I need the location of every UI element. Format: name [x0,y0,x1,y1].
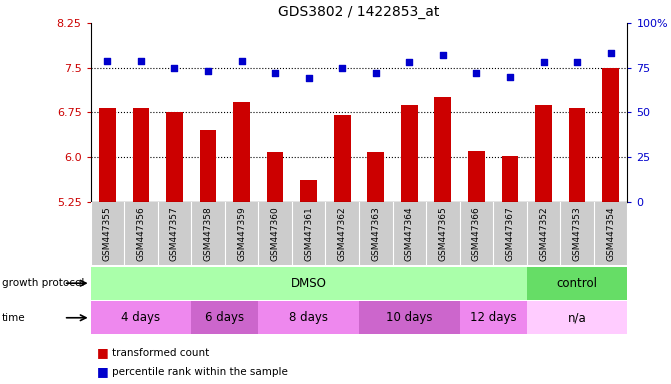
Text: growth protocol: growth protocol [2,278,85,288]
Text: percentile rank within the sample: percentile rank within the sample [112,367,288,377]
Text: 6 days: 6 days [205,311,244,324]
Text: GSM447357: GSM447357 [170,207,179,262]
Bar [359,301,460,334]
Point [203,68,213,74]
Point [337,65,348,71]
Bar [99,108,116,202]
Bar [535,105,552,202]
Bar [501,156,518,202]
Text: GSM447352: GSM447352 [539,207,548,261]
Text: DMSO: DMSO [291,277,327,290]
Point [370,70,381,76]
Text: GSM447356: GSM447356 [136,207,146,262]
Text: GSM447358: GSM447358 [203,207,213,262]
Bar [368,152,384,202]
Bar [200,130,216,202]
Text: GSM447355: GSM447355 [103,207,112,262]
Text: GSM447362: GSM447362 [338,207,347,261]
Text: control: control [556,277,598,290]
Text: 12 days: 12 days [470,311,517,324]
Point [404,59,415,65]
Point [572,59,582,65]
Text: GSM447367: GSM447367 [505,207,515,262]
Text: GSM447359: GSM447359 [237,207,246,262]
Bar [468,151,484,202]
Text: 4 days: 4 days [121,311,160,324]
Text: ■: ■ [97,346,113,359]
Point [270,70,280,76]
Bar [266,152,283,202]
Point [136,58,146,64]
Text: GSM447353: GSM447353 [572,207,582,262]
Text: 10 days: 10 days [386,311,433,324]
Bar [435,98,451,202]
Bar [334,115,350,202]
Bar [91,267,527,300]
Point [471,70,482,76]
Bar [603,68,619,202]
Bar [91,301,191,334]
Title: GDS3802 / 1422853_at: GDS3802 / 1422853_at [278,5,440,19]
Bar [258,301,359,334]
Text: GSM447366: GSM447366 [472,207,481,262]
Text: transformed count: transformed count [112,348,209,358]
Bar [460,301,527,334]
Bar [133,108,150,202]
Point [605,50,616,56]
Bar [527,301,627,334]
Point [303,75,314,81]
Point [538,59,549,65]
Text: 8 days: 8 days [289,311,328,324]
Text: GSM447360: GSM447360 [270,207,280,262]
Point [236,58,247,64]
Bar [191,301,258,334]
Bar [568,108,585,202]
Text: GSM447354: GSM447354 [606,207,615,261]
Text: GSM447364: GSM447364 [405,207,414,261]
Text: GSM447363: GSM447363 [371,207,380,262]
Bar [527,267,627,300]
Point [169,65,180,71]
Point [102,58,113,64]
Text: time: time [2,313,25,323]
Point [505,74,515,80]
Text: ■: ■ [97,365,113,378]
Text: n/a: n/a [568,311,586,324]
Point [437,52,448,58]
Text: GSM447361: GSM447361 [304,207,313,262]
Bar [234,102,250,202]
Bar [166,112,183,202]
Bar [401,104,417,202]
Bar [301,180,317,202]
Text: GSM447365: GSM447365 [438,207,448,262]
